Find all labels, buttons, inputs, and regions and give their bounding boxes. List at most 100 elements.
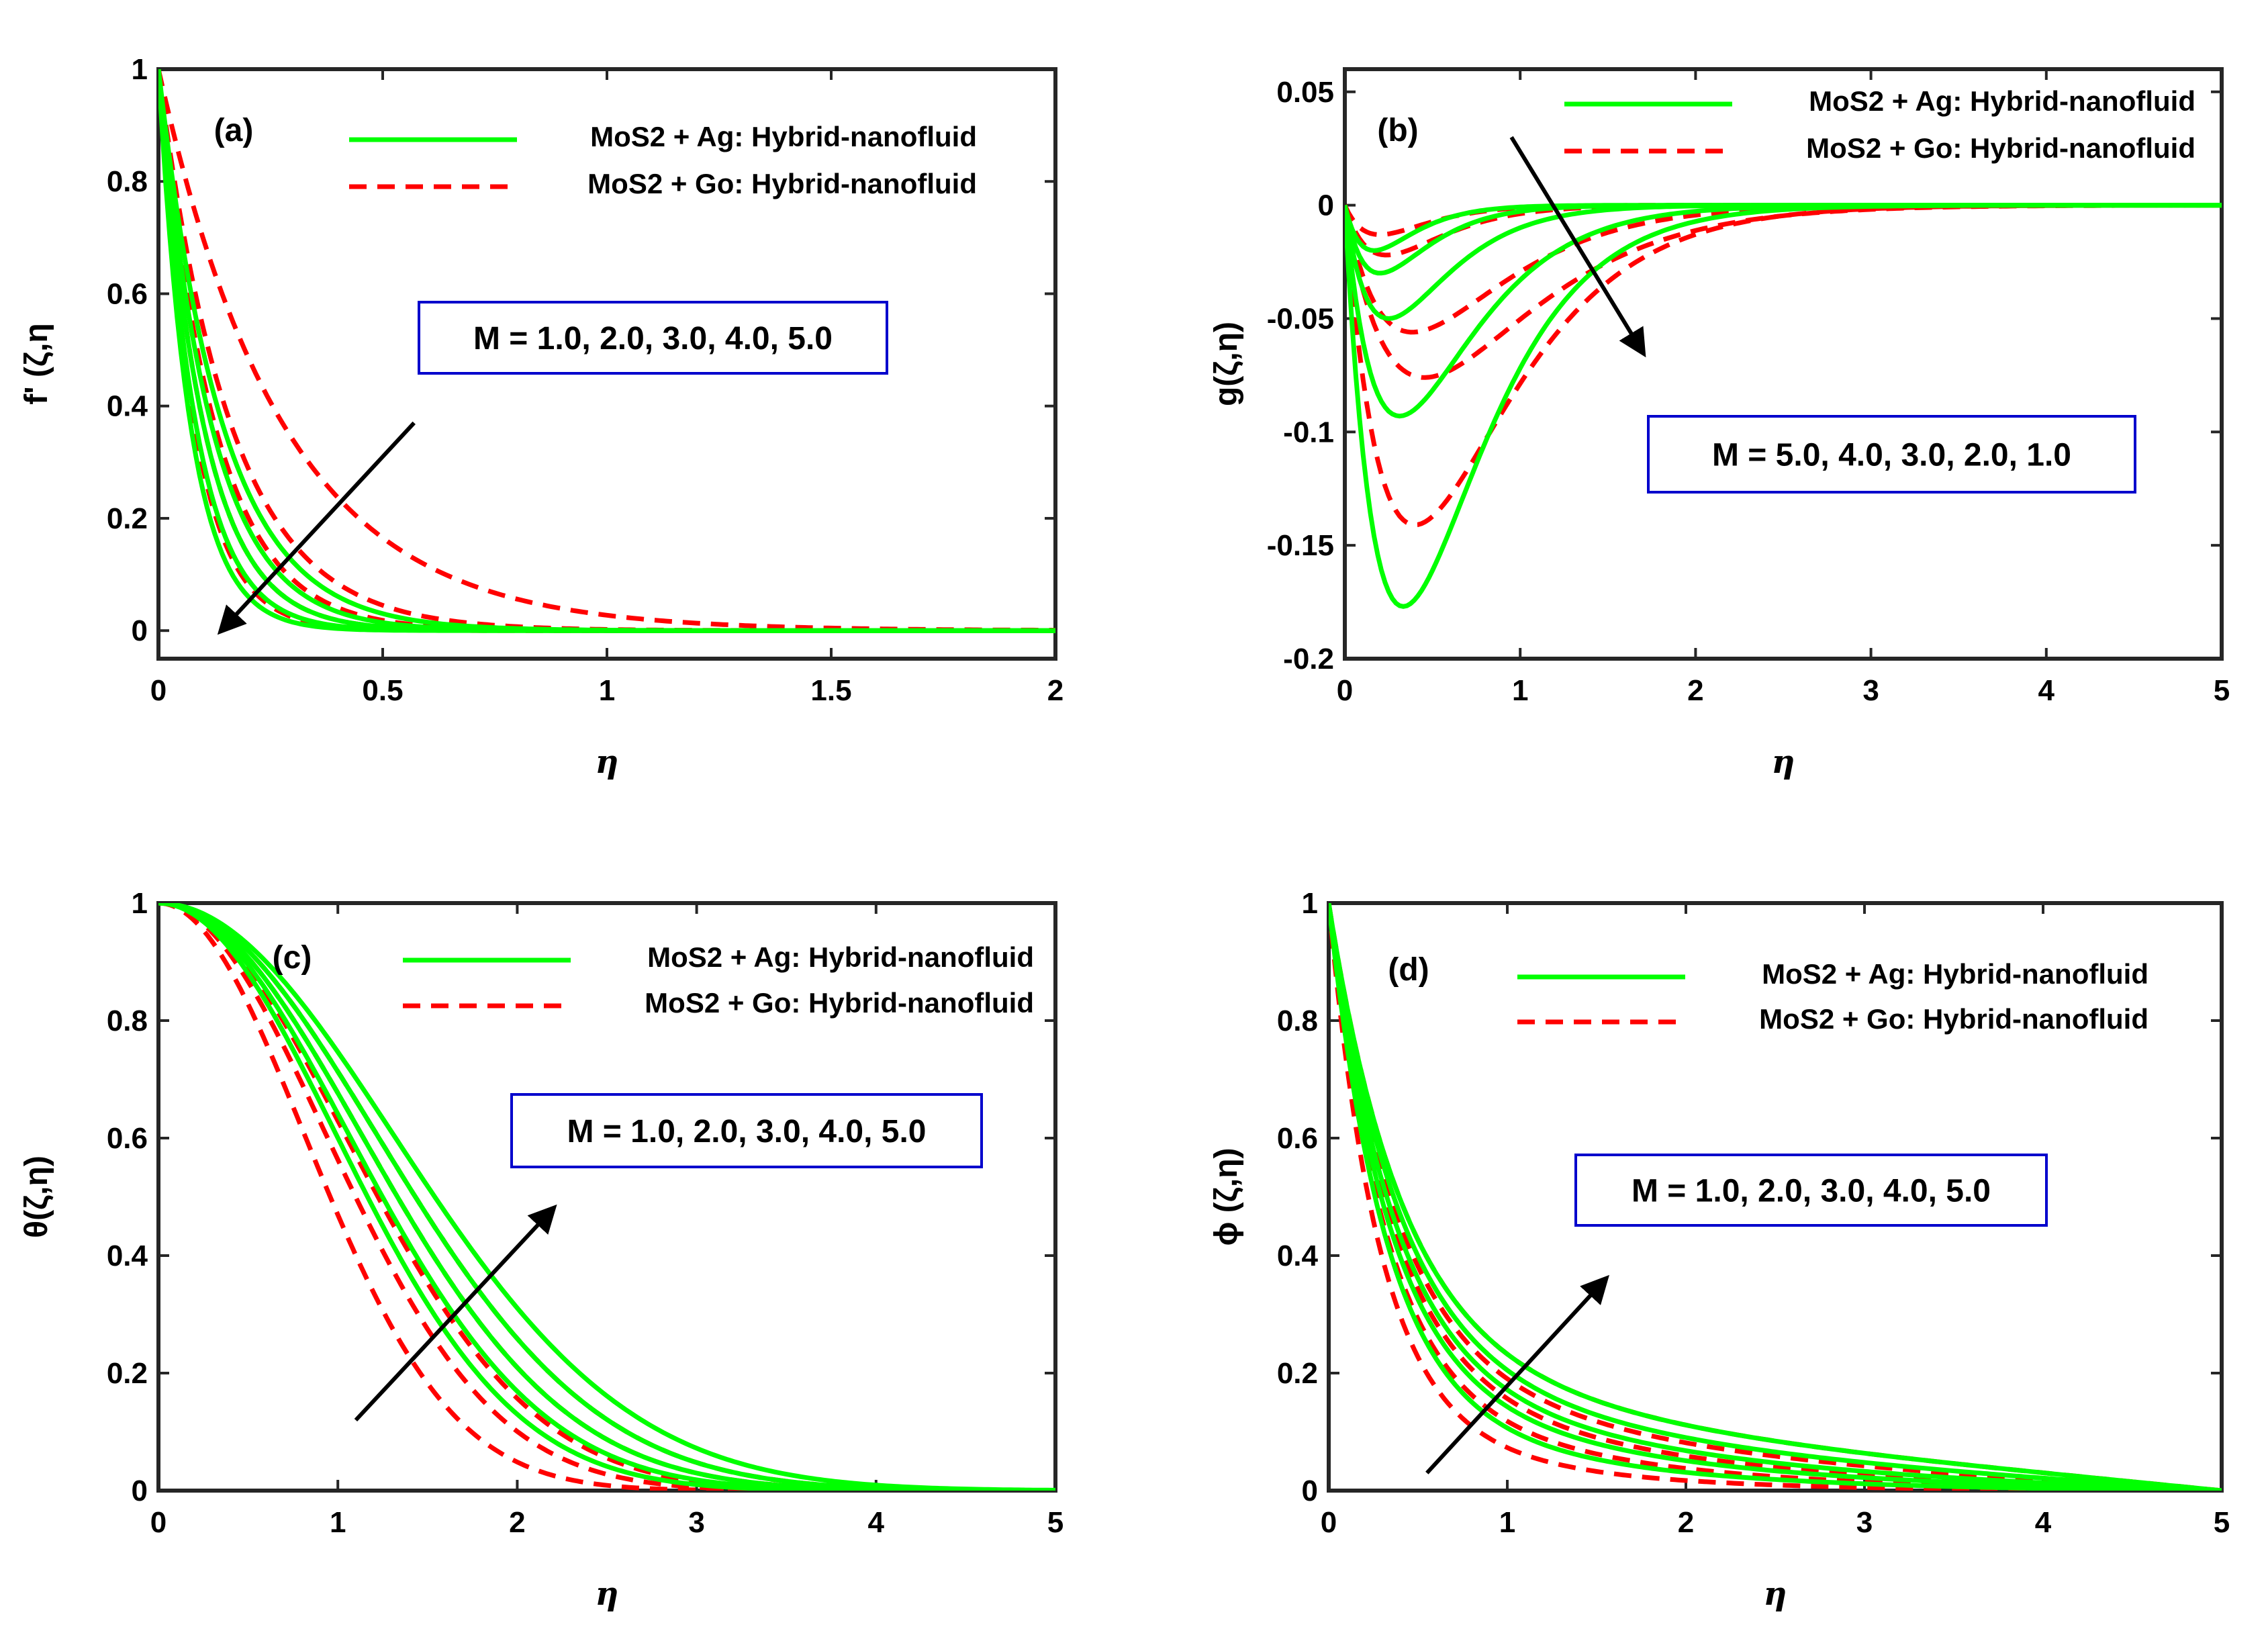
y-tick-label: 0 [1318, 189, 1334, 222]
series-go-m10 [158, 903, 1055, 1491]
panel-d: 0 1 2 3 4 5 0 0.2 0.4 0.6 0.8 1 η ϕ (ζ,η) (d) MoS2 + Ag… [1209, 887, 2230, 1613]
y-tick-label: 0.4 [1277, 1239, 1319, 1272]
legend-label-go: MoS2 + Go: Hybrid-nanofluid [1806, 132, 2195, 164]
legend-label-go: MoS2 + Go: Hybrid-nanofluid [645, 987, 1034, 1019]
series-go-m30 [158, 903, 1055, 1491]
parameter-label: M = 5.0, 4.0, 3.0, 2.0, 1.0 [1712, 438, 2071, 473]
y-tick-label: 0.2 [1277, 1357, 1318, 1390]
x-tick-label: 3 [1856, 1506, 1873, 1539]
x-tick-label: 5 [1047, 1506, 1064, 1539]
x-tick-label: 0 [1337, 674, 1353, 707]
x-tick-label: 1 [330, 1506, 346, 1539]
y-tick-label: 0.2 [107, 1357, 148, 1390]
trend-arrow [1509, 136, 1646, 358]
trend-arrow [217, 421, 416, 635]
x-tick-label: 4 [2038, 674, 2055, 707]
panel-tag: (c) [273, 940, 312, 976]
x-tick-label: 2 [1687, 674, 1703, 707]
series-group [1345, 203, 2222, 609]
series-ag-m40 [1329, 903, 2222, 1491]
legend-label-ag: MoS2 + Ag: Hybrid-nanofluid [1762, 958, 2148, 990]
y-tick-label: 0.2 [107, 502, 148, 535]
plot-area [156, 901, 1057, 1493]
x-tick-label: 2 [509, 1506, 525, 1539]
x-axis-label: η [596, 743, 619, 781]
series-ag-m20 [1329, 903, 2222, 1491]
y-tick-label: 1 [1302, 887, 1318, 920]
y-tick-label: 0.4 [107, 1239, 148, 1272]
x-axis-label: η [1764, 1575, 1787, 1613]
y-tick-label: -0.15 [1267, 529, 1334, 562]
y-axis-label: g(ζ,η) [1209, 322, 1244, 406]
y-tick-label: 0.4 [107, 390, 148, 423]
parameter-box [510, 1093, 983, 1168]
panel-c: 0 1 2 3 4 5 0 0.2 0.4 0.6 0.8 1 η θ(ζ,η) (c) MoS2 + Ag:… [19, 887, 1064, 1613]
x-tick-label: 0.5 [362, 674, 403, 707]
y-tick-label: 1 [132, 53, 148, 86]
panel-tag: (a) [214, 113, 254, 148]
legend-label-go: MoS2 + Go: Hybrid-nanofluid [1759, 1003, 2148, 1035]
series-ag-m50 [158, 69, 1055, 633]
x-tick-label: 0 [1321, 1506, 1337, 1539]
y-tick-label: -0.1 [1283, 416, 1334, 449]
legend-label-go: MoS2 + Go: Hybrid-nanofluid [587, 168, 977, 199]
plot-area [1343, 67, 2224, 661]
series-ag-m10 [1345, 203, 2222, 609]
x-tick-label: 2 [1047, 674, 1064, 707]
x-tick-label: 1 [1499, 1506, 1515, 1539]
x-tick-label: 1 [1512, 674, 1528, 707]
series-go-m20 [1345, 203, 2222, 380]
y-tick-label: 1 [132, 887, 148, 920]
x-tick-label: 2 [1678, 1506, 1694, 1539]
legend: MoS2 + Ag: Hybrid-nanofluid MoS2 + Go: Hy… [349, 121, 977, 199]
panel-a: 0 0.5 1 1.5 2 0 0.2 0.4 0.6 0.8 1 η f' (ζ,η (a) MoS2 +… [19, 53, 1064, 781]
legend-label-ag: MoS2 + Ag: Hybrid-nanofluid [1809, 85, 2195, 117]
legend: MoS2 + Ag: Hybrid-nanofluid MoS2 + Go: Hy… [1564, 85, 2195, 164]
parameter-label: M = 1.0, 2.0, 3.0, 4.0, 5.0 [473, 321, 833, 357]
y-tick-label: 0.6 [1277, 1122, 1318, 1155]
y-tick-label: 0.8 [107, 165, 148, 198]
y-tick-label: -0.2 [1283, 643, 1334, 675]
x-axis-label: η [1772, 743, 1795, 781]
x-axis-label: η [596, 1575, 619, 1613]
x-tick-label: 0 [150, 1506, 167, 1539]
x-tick-label: 5 [2214, 674, 2230, 707]
legend: MoS2 + Ag: Hybrid-nanofluid MoS2 + Go: Hy… [403, 941, 1034, 1019]
legend-label-ag: MoS2 + Ag: Hybrid-nanofluid [590, 121, 977, 152]
y-tick-label: 0.05 [1276, 76, 1334, 109]
series-group [158, 69, 1055, 633]
trend-arrow [1425, 1274, 1609, 1474]
y-axis-label: θ(ζ,η) [19, 1156, 54, 1238]
parameter-box [1574, 1154, 2048, 1227]
x-tick-label: 0 [150, 674, 167, 707]
panel-tag: (b) [1377, 113, 1418, 148]
parameter-box [1647, 415, 2136, 494]
legend-label-ag: MoS2 + Ag: Hybrid-nanofluid [647, 941, 1034, 973]
y-tick-label: 0.8 [1277, 1004, 1318, 1037]
series-go-m10 [158, 69, 1055, 633]
y-tick-label: 0.6 [107, 1122, 148, 1155]
x-tick-label: 3 [1862, 674, 1879, 707]
y-axis-label: f' (ζ,η [19, 323, 54, 404]
series-group [1329, 903, 2222, 1491]
series-go-m30 [1329, 903, 2222, 1491]
series-group [158, 903, 1055, 1491]
y-tick-label: -0.05 [1267, 302, 1334, 335]
parameter-label: M = 1.0, 2.0, 3.0, 4.0, 5.0 [1632, 1174, 1991, 1209]
x-tick-label: 3 [688, 1506, 704, 1539]
y-tick-label: 0 [1302, 1474, 1318, 1507]
series-ag-m50 [158, 903, 1055, 1491]
series-ag-m30 [1329, 903, 2222, 1491]
y-tick-label: 0 [132, 1474, 148, 1507]
panel-b: 0 1 2 3 4 5 -0.2 -0.15 -0.1 -0.05 0 0.05 η g(ζ,η) (b) M… [1209, 67, 2230, 781]
series-ag-m50 [1329, 903, 2222, 1491]
parameter-box [418, 301, 888, 375]
x-tick-label: 4 [2035, 1506, 2052, 1539]
trend-arrow [354, 1204, 557, 1422]
panel-tag: (d) [1388, 952, 1429, 988]
x-tick-label: 1 [599, 674, 615, 707]
x-tick-label: 1.5 [810, 674, 851, 707]
x-tick-label: 5 [2214, 1506, 2230, 1539]
y-tick-label: 0.6 [107, 277, 148, 310]
